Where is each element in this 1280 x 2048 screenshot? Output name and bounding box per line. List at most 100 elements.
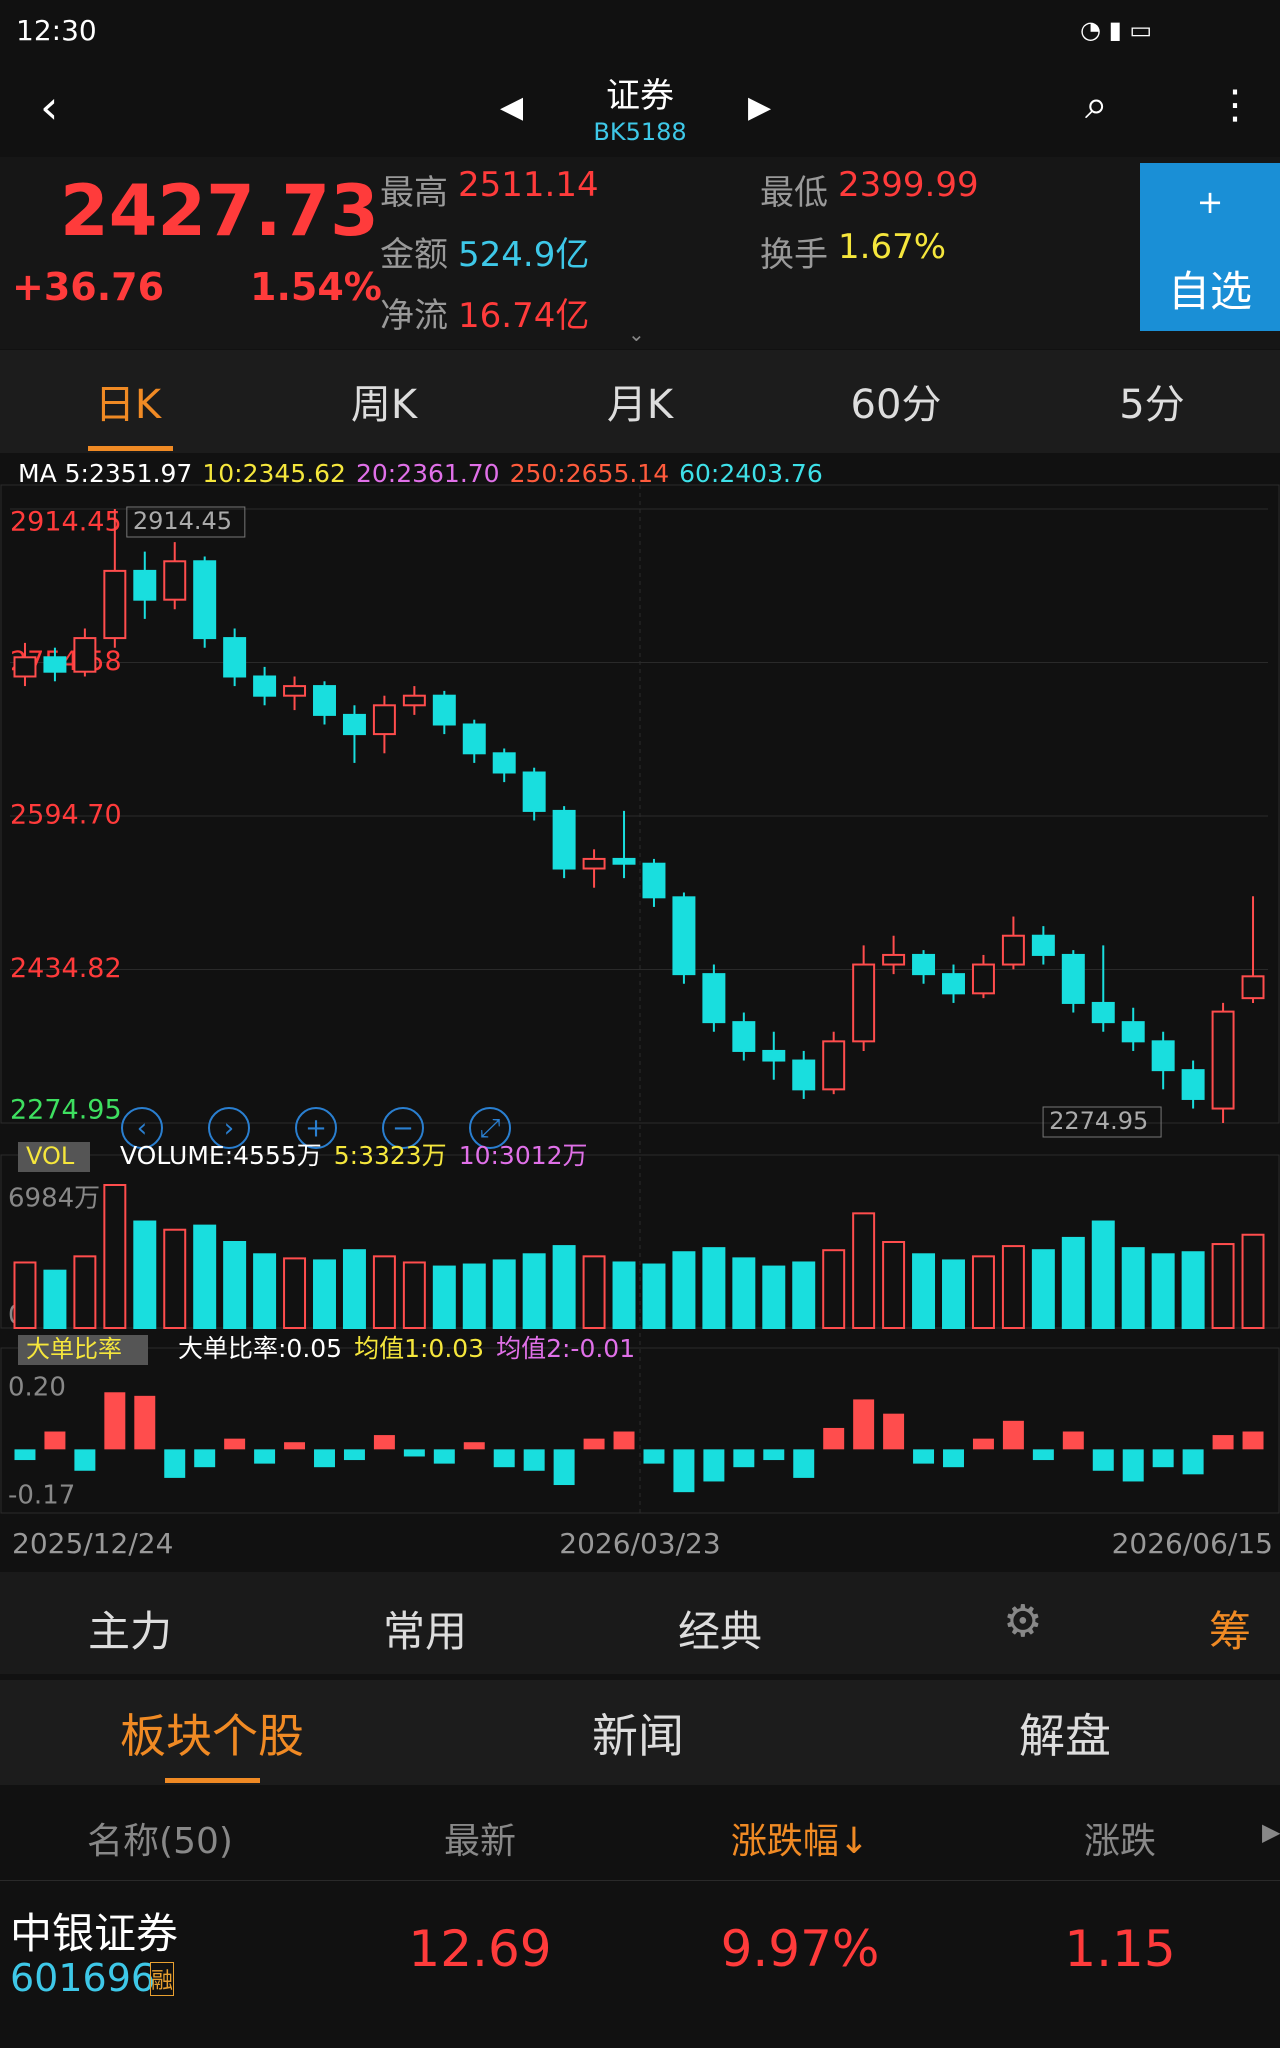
candle-body — [43, 656, 67, 673]
ratio-bar — [1062, 1431, 1084, 1450]
field-label: 金额 — [380, 235, 448, 275]
legend-tag: 大单比率 — [26, 1335, 122, 1363]
time: 12:30 — [16, 14, 97, 47]
expand-arrow[interactable]: ⌄ — [628, 322, 645, 346]
margin-tag: 融 — [150, 1962, 175, 1996]
candle-body — [13, 656, 37, 678]
indicator-legend: VOLUME:4555万 — [120, 1141, 322, 1170]
volume-bar — [702, 1247, 726, 1330]
section-tab[interactable]: 解盘 — [1019, 1709, 1111, 1763]
stock-name[interactable]: 中银证券 — [10, 1909, 179, 1958]
prev-button[interactable]: ◀ — [500, 90, 524, 125]
ratio-bar — [403, 1449, 425, 1457]
candle-body — [522, 771, 546, 812]
x-tick-label: 2026/06/15 — [1112, 1527, 1273, 1560]
watch-icon: + — [1196, 183, 1224, 221]
more-button[interactable]: ⋮ — [1215, 82, 1255, 128]
ratio-bar — [463, 1442, 485, 1450]
price: 2427.73 — [60, 170, 379, 252]
volume-bar — [1061, 1236, 1085, 1330]
period-tab[interactable]: 5分 — [1119, 382, 1185, 428]
volume-bar — [193, 1224, 217, 1330]
back-button[interactable]: ‹ — [40, 80, 59, 134]
section-tab[interactable]: 新闻 — [592, 1709, 684, 1763]
volume-bar — [552, 1245, 576, 1329]
field-value: 2511.14 — [458, 165, 599, 205]
volume-bar — [43, 1269, 67, 1329]
candle-body — [1031, 934, 1055, 956]
candle-body — [402, 694, 426, 707]
ratio-bar — [523, 1449, 545, 1471]
toolbar-item[interactable]: 常用 — [382, 1607, 467, 1656]
ratio-bar — [1032, 1449, 1054, 1461]
candle-body — [103, 569, 127, 640]
ratio-bar — [673, 1449, 695, 1493]
y-tick-label: 0.20 — [8, 1373, 66, 1403]
candle-body — [642, 862, 666, 899]
candle-body — [1121, 1021, 1145, 1043]
ratio-bar — [943, 1449, 964, 1468]
candle-body — [462, 723, 486, 755]
ratio-bar — [583, 1438, 605, 1450]
field-value: 524.9亿 — [458, 235, 590, 275]
ratio-bar — [793, 1449, 815, 1478]
period-tab[interactable]: 60分 — [850, 382, 942, 428]
toolbar-item[interactable]: 主力 — [87, 1607, 172, 1656]
period-tab[interactable]: 月K — [606, 382, 674, 428]
volume-bar — [223, 1241, 247, 1329]
ratio-bar — [913, 1449, 935, 1464]
zoom-control[interactable] — [121, 1107, 163, 1149]
volume-bar — [762, 1265, 786, 1330]
period-tab[interactable]: 日K — [94, 382, 162, 428]
y-tick-label: 2594.70 — [10, 800, 122, 831]
next-button[interactable]: ▶ — [748, 90, 772, 125]
watch-button[interactable]: + 自选 — [1140, 163, 1280, 331]
title: 证券 — [606, 76, 674, 116]
candle-body — [612, 857, 636, 865]
candle-body — [253, 675, 277, 697]
scroll-right[interactable]: ▶ — [1262, 1818, 1280, 1846]
period-tab[interactable]: 周K — [350, 382, 418, 428]
ratio-bar — [284, 1442, 306, 1450]
volume-bar — [1001, 1245, 1025, 1329]
indicator-toolbar — [0, 1572, 1280, 1674]
candle-body — [822, 1040, 846, 1091]
toolbar-item[interactable]: 经典 — [677, 1607, 762, 1656]
code: BK5188 — [593, 118, 687, 146]
zoom-control[interactable] — [208, 1107, 250, 1149]
zoom-glyph: › — [224, 1114, 234, 1144]
zoom-glyph: ⤢ — [480, 1114, 501, 1144]
status-icons: ◔ ▮ ▭ — [1080, 16, 1153, 44]
settings-icon[interactable]: ⚙ — [1003, 1596, 1043, 1647]
candle-body — [283, 685, 307, 697]
candle-body — [702, 973, 726, 1024]
candle-body — [942, 973, 965, 995]
ratio-bar — [733, 1449, 755, 1468]
ratio-bar — [613, 1431, 635, 1450]
volume-bar — [1151, 1253, 1175, 1329]
column-header[interactable]: 最新 — [443, 1821, 516, 1862]
ratio-bar — [493, 1449, 515, 1468]
candle-body — [432, 694, 456, 726]
zoom-control[interactable] — [382, 1107, 424, 1149]
column-header[interactable]: 涨跌幅↓ — [730, 1821, 870, 1862]
change: 1.15 — [1064, 1920, 1176, 1978]
field-value: 2399.99 — [838, 165, 979, 205]
zoom-glyph: + — [305, 1114, 327, 1144]
ratio-bar — [254, 1449, 276, 1464]
zoom-control[interactable] — [469, 1107, 511, 1149]
max-marker-box — [126, 506, 246, 538]
toolbar-item[interactable]: 筹 — [1208, 1607, 1251, 1656]
search-button[interactable]: ⌕ — [1085, 82, 1108, 128]
zoom-control[interactable] — [295, 1107, 337, 1149]
volume-bar — [133, 1220, 157, 1330]
ratio-bar — [74, 1449, 96, 1471]
section-tab[interactable]: 板块个股 — [120, 1709, 304, 1763]
volume-bar — [1031, 1249, 1055, 1330]
volume-bar — [372, 1255, 396, 1329]
column-header[interactable]: 涨跌 — [1083, 1821, 1156, 1862]
volume-bar — [1121, 1247, 1145, 1330]
column-header[interactable]: 名称(50) — [87, 1821, 233, 1862]
change-pct: 1.54% — [250, 265, 382, 309]
